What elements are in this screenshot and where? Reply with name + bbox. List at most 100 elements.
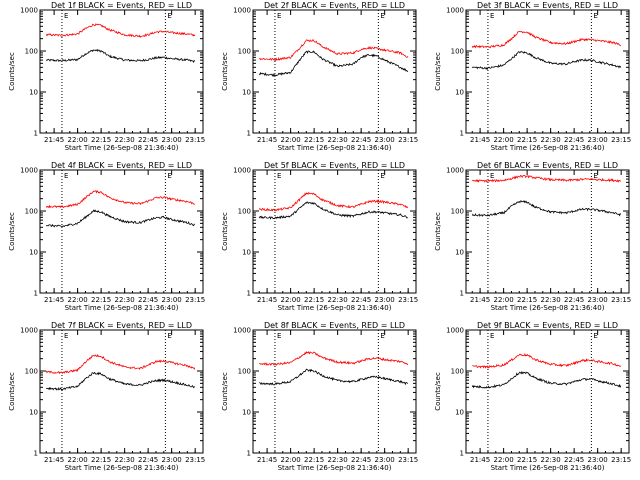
event-marker-letter: E bbox=[380, 332, 384, 340]
event-marker-letter: E bbox=[593, 12, 597, 20]
x-tick-label: 22:30 bbox=[541, 456, 561, 464]
panel-title: Det 4f BLACK = Events, RED = LLD bbox=[51, 161, 192, 170]
x-axis-label: Start Time (26-Sep-08 21:36:40) bbox=[491, 304, 605, 312]
y-tick-label: 1000 bbox=[20, 7, 38, 15]
plot-frame bbox=[465, 9, 630, 134]
detector-panel: Det 6f BLACK = Events, RED = LLD 1 10 100 10… bbox=[434, 161, 631, 312]
x-tick-label: 22:30 bbox=[115, 296, 135, 304]
x-tick-label: 22:00 bbox=[494, 296, 514, 304]
x-tick-label: 22:30 bbox=[328, 456, 348, 464]
x-tick-label: 23:00 bbox=[162, 456, 182, 464]
x-tick-label: 21:45 bbox=[44, 296, 64, 304]
x-tick-label: 23:15 bbox=[185, 296, 205, 304]
x-tick-label: 23:00 bbox=[162, 296, 182, 304]
lld-series-line bbox=[45, 354, 196, 375]
panel-title: Det 2f BLACK = Events, RED = LLD bbox=[264, 1, 405, 10]
y-tick-label: 100 bbox=[25, 368, 38, 376]
x-tick-label: 22:00 bbox=[68, 136, 88, 144]
event-marker-letter: E bbox=[167, 332, 171, 340]
y-axis-label: Counts/sec bbox=[221, 212, 229, 251]
y-tick-label: 10 bbox=[242, 409, 251, 417]
x-tick-label: 22:15 bbox=[304, 456, 324, 464]
x-tick-label: 23:15 bbox=[398, 296, 418, 304]
event-marker-letter: E bbox=[490, 12, 494, 20]
lld-series-line bbox=[472, 352, 622, 369]
x-tick-label: 22:15 bbox=[91, 456, 111, 464]
y-tick-label: 10 bbox=[455, 409, 464, 417]
y-tick-label: 1 bbox=[34, 130, 38, 138]
y-tick-label: 1000 bbox=[233, 327, 251, 335]
x-tick-label: 21:45 bbox=[257, 136, 277, 144]
plot-frame bbox=[39, 169, 204, 294]
x-tick-label: 22:45 bbox=[351, 296, 371, 304]
events-series-line bbox=[259, 368, 409, 386]
events-series-line bbox=[258, 50, 409, 77]
x-tick-label: 22:45 bbox=[564, 296, 584, 304]
detector-panel: Det 9f BLACK = Events, RED = LLD 1 10 100 10… bbox=[434, 321, 631, 472]
event-marker-letter: E bbox=[593, 332, 597, 340]
lld-series-line bbox=[472, 174, 622, 183]
y-tick-label: 1 bbox=[247, 450, 251, 458]
x-tick-label: 23:00 bbox=[375, 456, 395, 464]
y-tick-label: 1000 bbox=[233, 167, 251, 175]
detector-panel: Det 1f BLACK = Events, RED = LLD 1 10 100 10… bbox=[8, 1, 205, 152]
x-tick-label: 22:00 bbox=[494, 456, 514, 464]
y-axis-label: Counts/sec bbox=[8, 52, 16, 91]
event-marker-letter: E bbox=[490, 332, 494, 340]
y-tick-label: 1000 bbox=[20, 327, 38, 335]
event-marker-letter: E bbox=[277, 332, 281, 340]
y-axis-label: Counts/sec bbox=[434, 212, 442, 251]
x-tick-label: 23:00 bbox=[162, 136, 182, 144]
y-axis-label: Counts/sec bbox=[221, 372, 229, 411]
x-tick-label: 22:45 bbox=[564, 456, 584, 464]
lld-series-line bbox=[471, 30, 622, 49]
event-marker-letter: E bbox=[167, 172, 171, 180]
y-tick-label: 10 bbox=[455, 249, 464, 257]
x-tick-label: 22:00 bbox=[281, 456, 301, 464]
x-tick-label: 22:15 bbox=[304, 136, 324, 144]
x-tick-label: 22:00 bbox=[281, 136, 301, 144]
x-axis-label: Start Time (26-Sep-08 21:36:40) bbox=[65, 144, 179, 152]
lld-series-line bbox=[259, 350, 409, 366]
event-marker-letter: E bbox=[64, 332, 68, 340]
x-tick-label: 22:45 bbox=[138, 296, 158, 304]
x-axis-label: Start Time (26-Sep-08 21:36:40) bbox=[65, 304, 179, 312]
y-tick-label: 100 bbox=[451, 368, 464, 376]
y-tick-label: 1 bbox=[247, 130, 251, 138]
x-tick-label: 22:00 bbox=[68, 456, 88, 464]
x-tick-label: 23:15 bbox=[611, 296, 631, 304]
x-tick-label: 22:15 bbox=[91, 296, 111, 304]
x-tick-label: 22:15 bbox=[517, 296, 537, 304]
x-axis-label: Start Time (26-Sep-08 21:36:40) bbox=[278, 304, 392, 312]
event-marker-letter: E bbox=[380, 12, 384, 20]
y-axis-label: Counts/sec bbox=[221, 52, 229, 91]
y-tick-label: 1000 bbox=[446, 167, 464, 175]
panel-title: Det 8f BLACK = Events, RED = LLD bbox=[264, 321, 405, 330]
event-marker-letter: E bbox=[277, 172, 281, 180]
plot-frame bbox=[252, 9, 417, 134]
x-tick-label: 22:00 bbox=[68, 296, 88, 304]
lld-series-line bbox=[45, 23, 196, 38]
x-tick-label: 23:00 bbox=[588, 456, 608, 464]
panel-title: Det 7f BLACK = Events, RED = LLD bbox=[51, 321, 192, 330]
events-series-line bbox=[45, 48, 196, 64]
events-series-line bbox=[471, 50, 622, 71]
detector-panel: Det 8f BLACK = Events, RED = LLD 1 10 100 10… bbox=[221, 321, 418, 472]
x-tick-label: 21:45 bbox=[257, 296, 277, 304]
plot-frame bbox=[252, 169, 417, 294]
x-tick-label: 22:00 bbox=[281, 296, 301, 304]
x-tick-label: 22:15 bbox=[517, 136, 537, 144]
plot-frame bbox=[39, 9, 204, 134]
x-tick-label: 22:45 bbox=[138, 456, 158, 464]
events-series-line bbox=[258, 201, 409, 220]
y-tick-label: 1 bbox=[460, 290, 464, 298]
plot-frame bbox=[252, 329, 417, 454]
events-series-line bbox=[471, 200, 622, 217]
y-tick-label: 100 bbox=[25, 48, 38, 56]
lld-series-line bbox=[258, 191, 409, 212]
y-tick-label: 1000 bbox=[446, 7, 464, 15]
x-tick-label: 21:45 bbox=[470, 296, 490, 304]
y-tick-label: 10 bbox=[242, 249, 251, 257]
y-tick-label: 10 bbox=[29, 409, 38, 417]
y-tick-label: 1000 bbox=[446, 327, 464, 335]
